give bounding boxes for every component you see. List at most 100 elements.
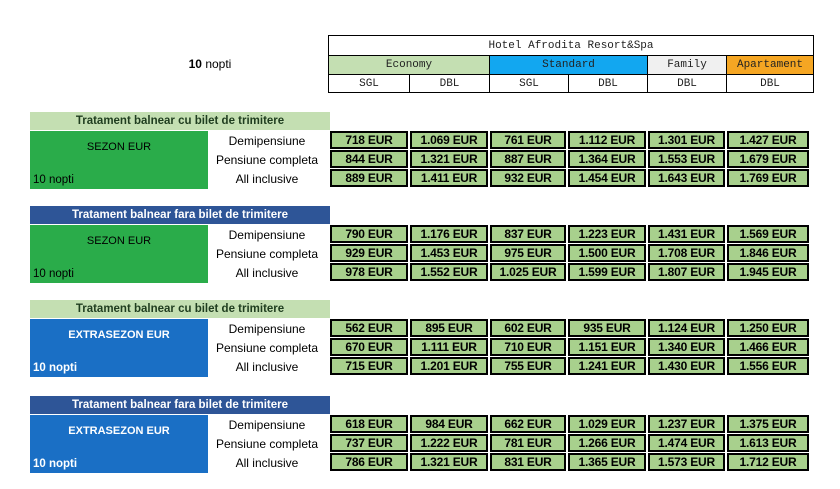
price-cell: 837 EUR	[490, 225, 566, 243]
price-cell: 1.569 EUR	[727, 225, 809, 243]
price-cell: 844 EUR	[330, 150, 408, 168]
category-apartament: Apartament	[726, 55, 814, 74]
nights-text: nopti	[205, 57, 232, 71]
price-cell: 1.454 EUR	[568, 169, 646, 187]
section-title: Tratament balnear fara bilet de trimiter…	[30, 206, 330, 224]
category-standard: Standard	[489, 55, 647, 74]
room-type-dbl: DBL	[647, 74, 726, 93]
price-cell: 1.340 EUR	[648, 338, 725, 356]
season-block: EXTRASEZON EUR 10 nopti	[30, 415, 208, 473]
price-cell: 1.237 EUR	[648, 415, 725, 433]
price-cell: 670 EUR	[330, 338, 408, 356]
price-cell: 1.241 EUR	[568, 357, 646, 375]
price-cell: 781 EUR	[490, 434, 566, 452]
price-cell: 895 EUR	[410, 319, 488, 337]
price-cell: 1.431 EUR	[648, 225, 725, 243]
price-cell: 602 EUR	[490, 319, 566, 337]
section-title: Tratament balnear fara bilet de trimiter…	[30, 396, 330, 414]
price-cell: 1.321 EUR	[410, 150, 488, 168]
price-cell: 1.025 EUR	[490, 263, 566, 281]
price-cell: 790 EUR	[330, 225, 408, 243]
price-cell: 1.411 EUR	[410, 169, 488, 187]
price-cell: 1.364 EUR	[568, 150, 646, 168]
season-block: SEZON EUR 10 nopti	[30, 131, 208, 189]
price-cell: 715 EUR	[330, 357, 408, 375]
season-name: EXTRASEZON EUR	[68, 329, 170, 341]
meal-plan-label: All inclusive	[235, 359, 299, 374]
nights-label: 10 nopti	[150, 57, 270, 71]
price-cell: 1.556 EUR	[727, 357, 809, 375]
season-nights: 10 nopti	[33, 362, 78, 374]
price-cell: 932 EUR	[490, 169, 566, 187]
meal-plan-label: Demipensiune	[228, 227, 306, 242]
meal-plan-label: All inclusive	[235, 171, 299, 186]
price-cell: 755 EUR	[490, 357, 566, 375]
price-cell: 1.201 EUR	[410, 357, 488, 375]
price-cell: 1.807 EUR	[648, 263, 725, 281]
season-nights: 10 nopti	[33, 458, 78, 470]
price-cell: 1.222 EUR	[410, 434, 488, 452]
season-block: EXTRASEZON EUR 10 nopti	[30, 319, 208, 377]
season-name: EXTRASEZON EUR	[68, 425, 170, 437]
price-cell: 935 EUR	[568, 319, 646, 337]
price-cell: 1.111 EUR	[410, 338, 488, 356]
room-type-dbl: DBL	[568, 74, 647, 93]
meal-plan-label: All inclusive	[235, 265, 299, 280]
price-cell: 761 EUR	[490, 131, 566, 149]
price-cell: 1.679 EUR	[727, 150, 809, 168]
price-cell: 887 EUR	[490, 150, 566, 168]
price-cell: 1.708 EUR	[648, 244, 725, 262]
nights-number: 10	[188, 57, 202, 71]
season-name: SEZON EUR	[86, 141, 152, 153]
price-cell: 1.643 EUR	[648, 169, 725, 187]
season-name: SEZON EUR	[86, 235, 152, 247]
price-cell: 1.573 EUR	[648, 453, 725, 471]
price-cell: 1.427 EUR	[727, 131, 809, 149]
price-cell: 1.365 EUR	[568, 453, 646, 471]
price-cell: 1.846 EUR	[727, 244, 809, 262]
meal-plan-label: Demipensiune	[228, 321, 306, 336]
price-cell: 984 EUR	[410, 415, 488, 433]
meal-plan-label: Pensiune completa	[215, 436, 319, 451]
price-cell: 1.223 EUR	[568, 225, 646, 243]
price-cell: 831 EUR	[490, 453, 566, 471]
price-cell: 1.250 EUR	[727, 319, 809, 337]
price-cell: 710 EUR	[490, 338, 566, 356]
room-type-dbl: DBL	[409, 74, 489, 93]
price-cell: 1.474 EUR	[648, 434, 725, 452]
price-cell: 786 EUR	[330, 453, 408, 471]
price-cell: 1.151 EUR	[568, 338, 646, 356]
category-economy: Economy	[328, 55, 489, 74]
price-cell: 1.430 EUR	[648, 357, 725, 375]
price-cell: 975 EUR	[490, 244, 566, 262]
room-type-sgl: SGL	[489, 74, 568, 93]
section-title: Tratament balnear cu bilet de trimitere	[30, 112, 330, 130]
price-cell: 1.466 EUR	[727, 338, 809, 356]
price-cell: 1.176 EUR	[410, 225, 488, 243]
price-cell: 718 EUR	[330, 131, 408, 149]
price-cell: 1.613 EUR	[727, 434, 809, 452]
meal-plan-label: All inclusive	[235, 455, 299, 470]
room-type-dbl: DBL	[726, 74, 814, 93]
price-cell: 1.769 EUR	[727, 169, 809, 187]
price-cell: 929 EUR	[330, 244, 408, 262]
room-type-sgl: SGL	[328, 74, 409, 93]
meal-plan-label: Pensiune completa	[215, 340, 319, 355]
season-block: SEZON EUR 10 nopti	[30, 225, 208, 283]
price-cell: 737 EUR	[330, 434, 408, 452]
price-cell: 1.599 EUR	[568, 263, 646, 281]
price-cell: 562 EUR	[330, 319, 408, 337]
meal-plan-label: Pensiune completa	[215, 246, 319, 261]
price-cell: 1.375 EUR	[727, 415, 809, 433]
price-cell: 1.112 EUR	[568, 131, 646, 149]
season-nights: 10 nopti	[33, 174, 74, 186]
section-title: Tratament balnear cu bilet de trimitere	[30, 300, 330, 318]
price-cell: 978 EUR	[330, 263, 408, 281]
meal-plan-label: Demipensiune	[228, 417, 306, 432]
price-cell: 1.712 EUR	[727, 453, 809, 471]
price-cell: 618 EUR	[330, 415, 408, 433]
season-nights: 10 nopti	[33, 268, 74, 280]
price-cell: 1.453 EUR	[410, 244, 488, 262]
price-cell: 1.029 EUR	[568, 415, 646, 433]
price-cell: 889 EUR	[330, 169, 408, 187]
